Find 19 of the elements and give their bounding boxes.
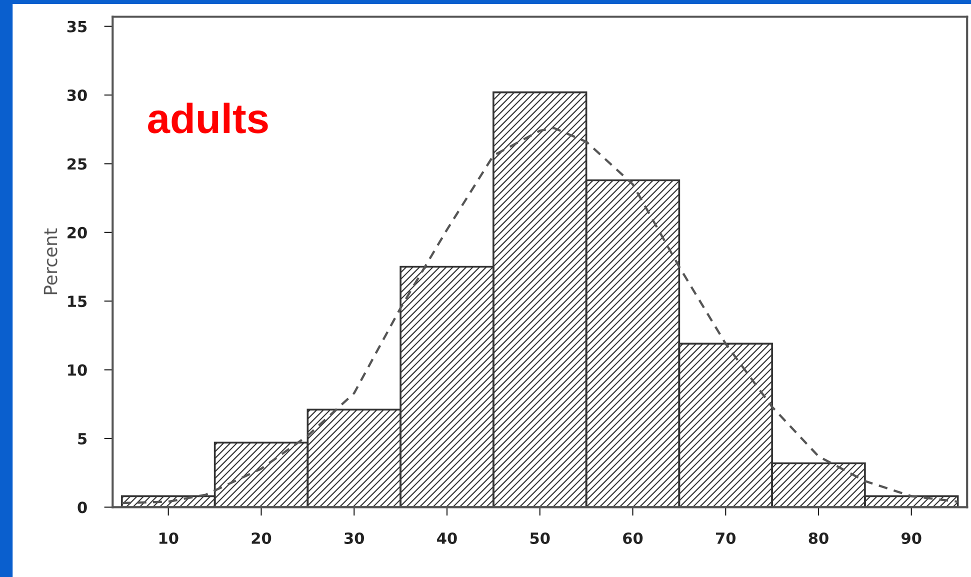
- y-tick-label: 15: [68, 296, 87, 308]
- x-tick-label: 20: [252, 532, 272, 544]
- y-tick-label: 10: [68, 364, 87, 376]
- x-tick-label: 90: [902, 532, 922, 544]
- y-tick-label: 20: [68, 226, 87, 238]
- x-tick-label: 40: [437, 532, 457, 544]
- y-tick-label: 30: [67, 90, 87, 102]
- x-tick-label: 10: [159, 532, 178, 544]
- x-tick-label: 30: [344, 532, 364, 544]
- x-tick-label: 70: [716, 532, 736, 544]
- y-tick-label: 25: [68, 158, 87, 170]
- annotation: adults: [148, 102, 268, 134]
- y-tick-label: 5: [78, 433, 87, 445]
- x-tick-label: 60: [623, 532, 643, 544]
- x-tick-label: 50: [530, 532, 550, 544]
- y-tick-label: 0: [78, 502, 87, 514]
- y-axis-title: Percent: [44, 228, 58, 294]
- x-tick-label: 80: [808, 532, 828, 544]
- y-tick-label: 35: [67, 20, 87, 32]
